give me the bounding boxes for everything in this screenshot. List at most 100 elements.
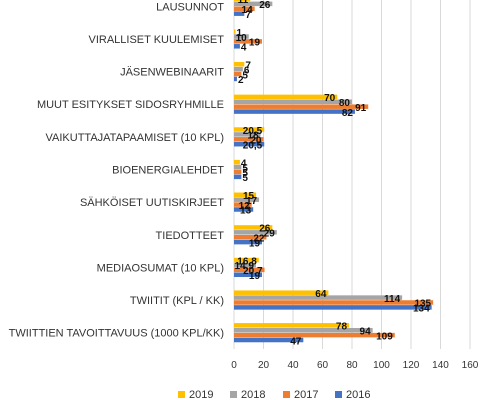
bar-2018-5 (234, 132, 261, 137)
data-label: 5 (242, 70, 248, 81)
data-label: 10 (236, 33, 248, 44)
legend-item-2016: 2016 (335, 389, 370, 400)
data-label: 135 (414, 299, 431, 310)
bar-2018-8 (234, 230, 277, 235)
data-label: 5 (242, 163, 248, 174)
legend-swatch (178, 391, 185, 398)
data-label: 20,5 (243, 140, 263, 151)
data-label: 19 (249, 38, 261, 49)
data-label: 7 (245, 10, 251, 21)
bar-2016-5 (234, 141, 265, 147)
category-label: MEDIAOSUMAT (10 KPL) (97, 262, 224, 274)
legend-swatch (230, 391, 237, 398)
data-label: 17 (246, 196, 258, 207)
bar-2019-5 (234, 127, 265, 132)
data-label: 114 (384, 294, 401, 305)
data-label: 20 (250, 136, 262, 147)
bar-2018-3 (234, 66, 243, 72)
data-label: 7 (245, 60, 251, 71)
x-tick-label: 0 (231, 360, 237, 371)
legend-label: 2017 (294, 389, 318, 400)
data-label: 1 (236, 28, 242, 39)
data-label: 4 (241, 43, 247, 54)
bar-2019-7 (234, 192, 257, 198)
bar-2018-10 (234, 295, 403, 300)
bar-2016-3 (234, 76, 237, 82)
legend-item-2019: 2019 (178, 389, 213, 400)
bar-2017-5 (234, 137, 264, 142)
legend-label: 2019 (189, 389, 213, 400)
data-label: 47 (290, 336, 302, 347)
data-label: 6 (244, 65, 250, 76)
data-label: 134 (413, 304, 430, 315)
bar-2016-4 (234, 109, 355, 114)
category-label: VIRALLISET KUULEMISET (88, 34, 224, 46)
data-label: 5 (242, 168, 248, 179)
x-tick-label: 140 (432, 360, 449, 371)
x-tick-label: 100 (373, 360, 390, 371)
data-label: 109 (376, 331, 393, 342)
bar-2018-11 (234, 327, 373, 333)
bar-2018-2 (234, 34, 249, 39)
x-tick-label: 80 (346, 360, 358, 371)
legend: 2019 2018 2017 2016 (178, 389, 370, 400)
bar-2017-9 (234, 267, 265, 273)
gridlines (233, 0, 471, 349)
data-label: 64 (315, 289, 327, 300)
data-label: 20,5 (243, 126, 263, 137)
data-label: 18 (247, 131, 259, 142)
bar-2017-8 (234, 234, 267, 240)
category-label: MUUT ESITYKSET SIDOSRYHMILLE (37, 99, 224, 111)
bar-2016-1 (234, 11, 245, 16)
data-label: 4 (241, 158, 247, 169)
data-label: 29 (264, 229, 276, 240)
bar-2016-10 (234, 305, 432, 310)
bar-2018-6 (234, 164, 242, 170)
data-label: 14,9 (235, 261, 255, 272)
legend-label: 2018 (241, 389, 265, 400)
x-tick-label: 160 (462, 360, 479, 371)
data-label: 78 (336, 322, 348, 333)
bar-2019-9 (234, 257, 259, 263)
bar-2017-11 (234, 332, 395, 338)
data-label: 26 (259, 0, 271, 11)
bars (234, 0, 434, 343)
data-label: 19 (249, 271, 261, 282)
bar-2016-6 (234, 174, 242, 180)
bar-2017-7 (234, 202, 252, 207)
bar-2019-11 (234, 323, 350, 328)
legend-item-2018: 2018 (230, 389, 265, 400)
bar-2019-8 (234, 225, 273, 230)
x-tick-label: 40 (287, 360, 299, 371)
bar-2016-8 (234, 239, 263, 245)
data-label: 12 (239, 201, 251, 212)
x-tick-label: 60 (317, 360, 329, 371)
x-tick-label: 120 (403, 360, 420, 371)
legend-item-2017: 2017 (283, 389, 318, 400)
bar-2019-4 (234, 94, 338, 100)
category-label: SÄHKÖISET UUTISKIRJEET (80, 197, 224, 209)
data-label: 13 (240, 206, 252, 217)
category-label: BIOENERGIALEHDET (112, 165, 224, 177)
category-label: JÄSENWEBINAARIT (120, 67, 224, 79)
data-label: 91 (355, 103, 367, 114)
bar-2016-11 (234, 337, 304, 343)
data-label: 22 (253, 233, 265, 244)
data-label: 2 (238, 75, 244, 86)
bar-2017-2 (234, 39, 263, 44)
category-label: TWIITIT (KPL / KK) (130, 295, 224, 307)
category-label: LAUSUNNOT (156, 1, 224, 13)
category-label: VAIKUTTAJATAPAAMISET (10 KPL) (46, 132, 225, 144)
bar-2017-3 (234, 71, 242, 77)
bar-2016-2 (234, 44, 240, 49)
bar-2017-1 (234, 6, 255, 12)
data-label: 26 (259, 224, 271, 235)
bar-2017-10 (234, 300, 434, 305)
legend-swatch (335, 391, 342, 398)
x-tick-label: 20 (258, 360, 270, 371)
bar-2016-7 (234, 207, 254, 212)
data-label: 14 (242, 5, 254, 16)
